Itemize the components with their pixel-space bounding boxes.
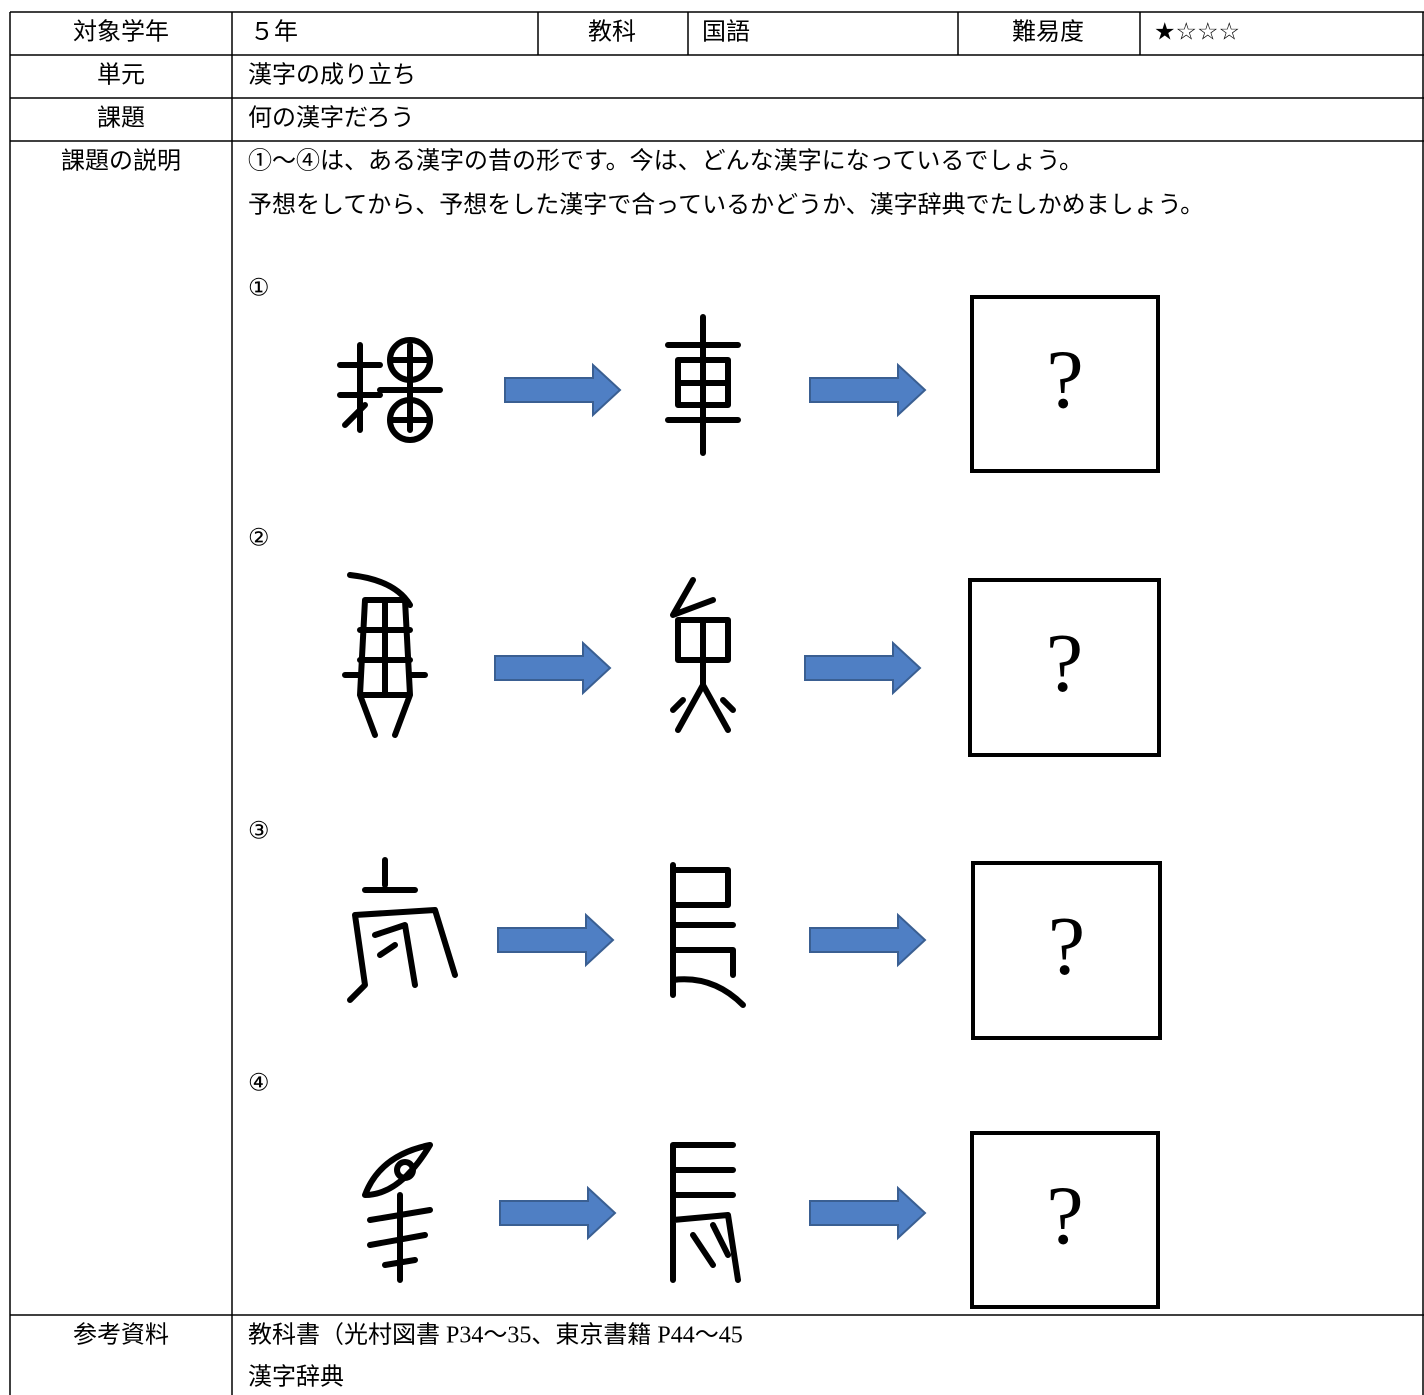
explanation-label: 課題の説明 xyxy=(61,148,181,175)
arrow xyxy=(809,912,927,968)
ancient-glyph xyxy=(342,572,428,738)
reference: 教科書（光村図書 P34～35、東京書籍 P44～45 xyxy=(248,1322,743,1349)
answer-box xyxy=(970,295,1160,473)
table-rules xyxy=(9,11,1424,1395)
answer-box xyxy=(968,578,1161,757)
ancient-glyph xyxy=(362,1142,433,1283)
arrow xyxy=(804,640,922,696)
explanation-line: ①～④は、ある漢字の昔の形です。今は、どんな漢字になっているでしょう。 xyxy=(248,148,1083,175)
seal-glyph xyxy=(665,314,741,456)
answer-placeholder: ? xyxy=(1046,333,1083,426)
seal-glyph xyxy=(670,862,746,1008)
arrow xyxy=(809,1185,927,1241)
arrow xyxy=(494,640,612,696)
answer-placeholder: ? xyxy=(1046,1169,1083,1262)
unit: 漢字の成り立ち xyxy=(248,62,416,89)
answer-placeholder: ? xyxy=(1046,617,1083,710)
unit-label: 単元 xyxy=(97,62,145,89)
subject-label: 教科 xyxy=(588,19,636,46)
grade-label: 対象学年 xyxy=(73,19,169,46)
answer-box xyxy=(971,861,1162,1040)
task-label: 課題 xyxy=(97,105,145,132)
subject: 国語 xyxy=(702,19,750,46)
ancient-glyph xyxy=(347,857,458,1003)
arrow xyxy=(497,912,615,968)
answer-box xyxy=(970,1131,1160,1309)
answer-placeholder: ? xyxy=(1048,900,1085,993)
seal-glyph xyxy=(670,577,736,733)
grade: ５年 xyxy=(250,19,298,46)
arrow xyxy=(809,362,927,418)
reference: 漢字辞典 xyxy=(248,1364,344,1391)
item-number: ④ xyxy=(248,1071,270,1097)
arrow xyxy=(504,362,622,418)
item-number: ② xyxy=(248,526,270,552)
item-number: ③ xyxy=(248,819,270,845)
references-label: 参考資料 xyxy=(73,1322,169,1349)
explanation-line: 予想をしてから、予想をした漢字で合っているかどうか、漢字辞典でたしかめましょう。 xyxy=(248,192,1204,219)
seal-glyph xyxy=(670,1142,741,1283)
difficulty-label: 難易度 xyxy=(1012,19,1084,46)
item-number: ① xyxy=(248,276,270,302)
task: 何の漢字だろう xyxy=(248,105,415,132)
arrow xyxy=(499,1185,617,1241)
difficulty: ★☆☆☆ xyxy=(1154,20,1240,46)
ancient-glyph xyxy=(337,337,443,443)
